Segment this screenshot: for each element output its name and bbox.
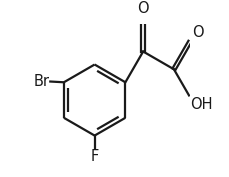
Text: F: F — [90, 149, 98, 164]
Text: O: O — [137, 1, 148, 16]
Text: OH: OH — [189, 97, 211, 112]
Text: O: O — [191, 25, 203, 40]
Text: Br: Br — [33, 74, 49, 89]
